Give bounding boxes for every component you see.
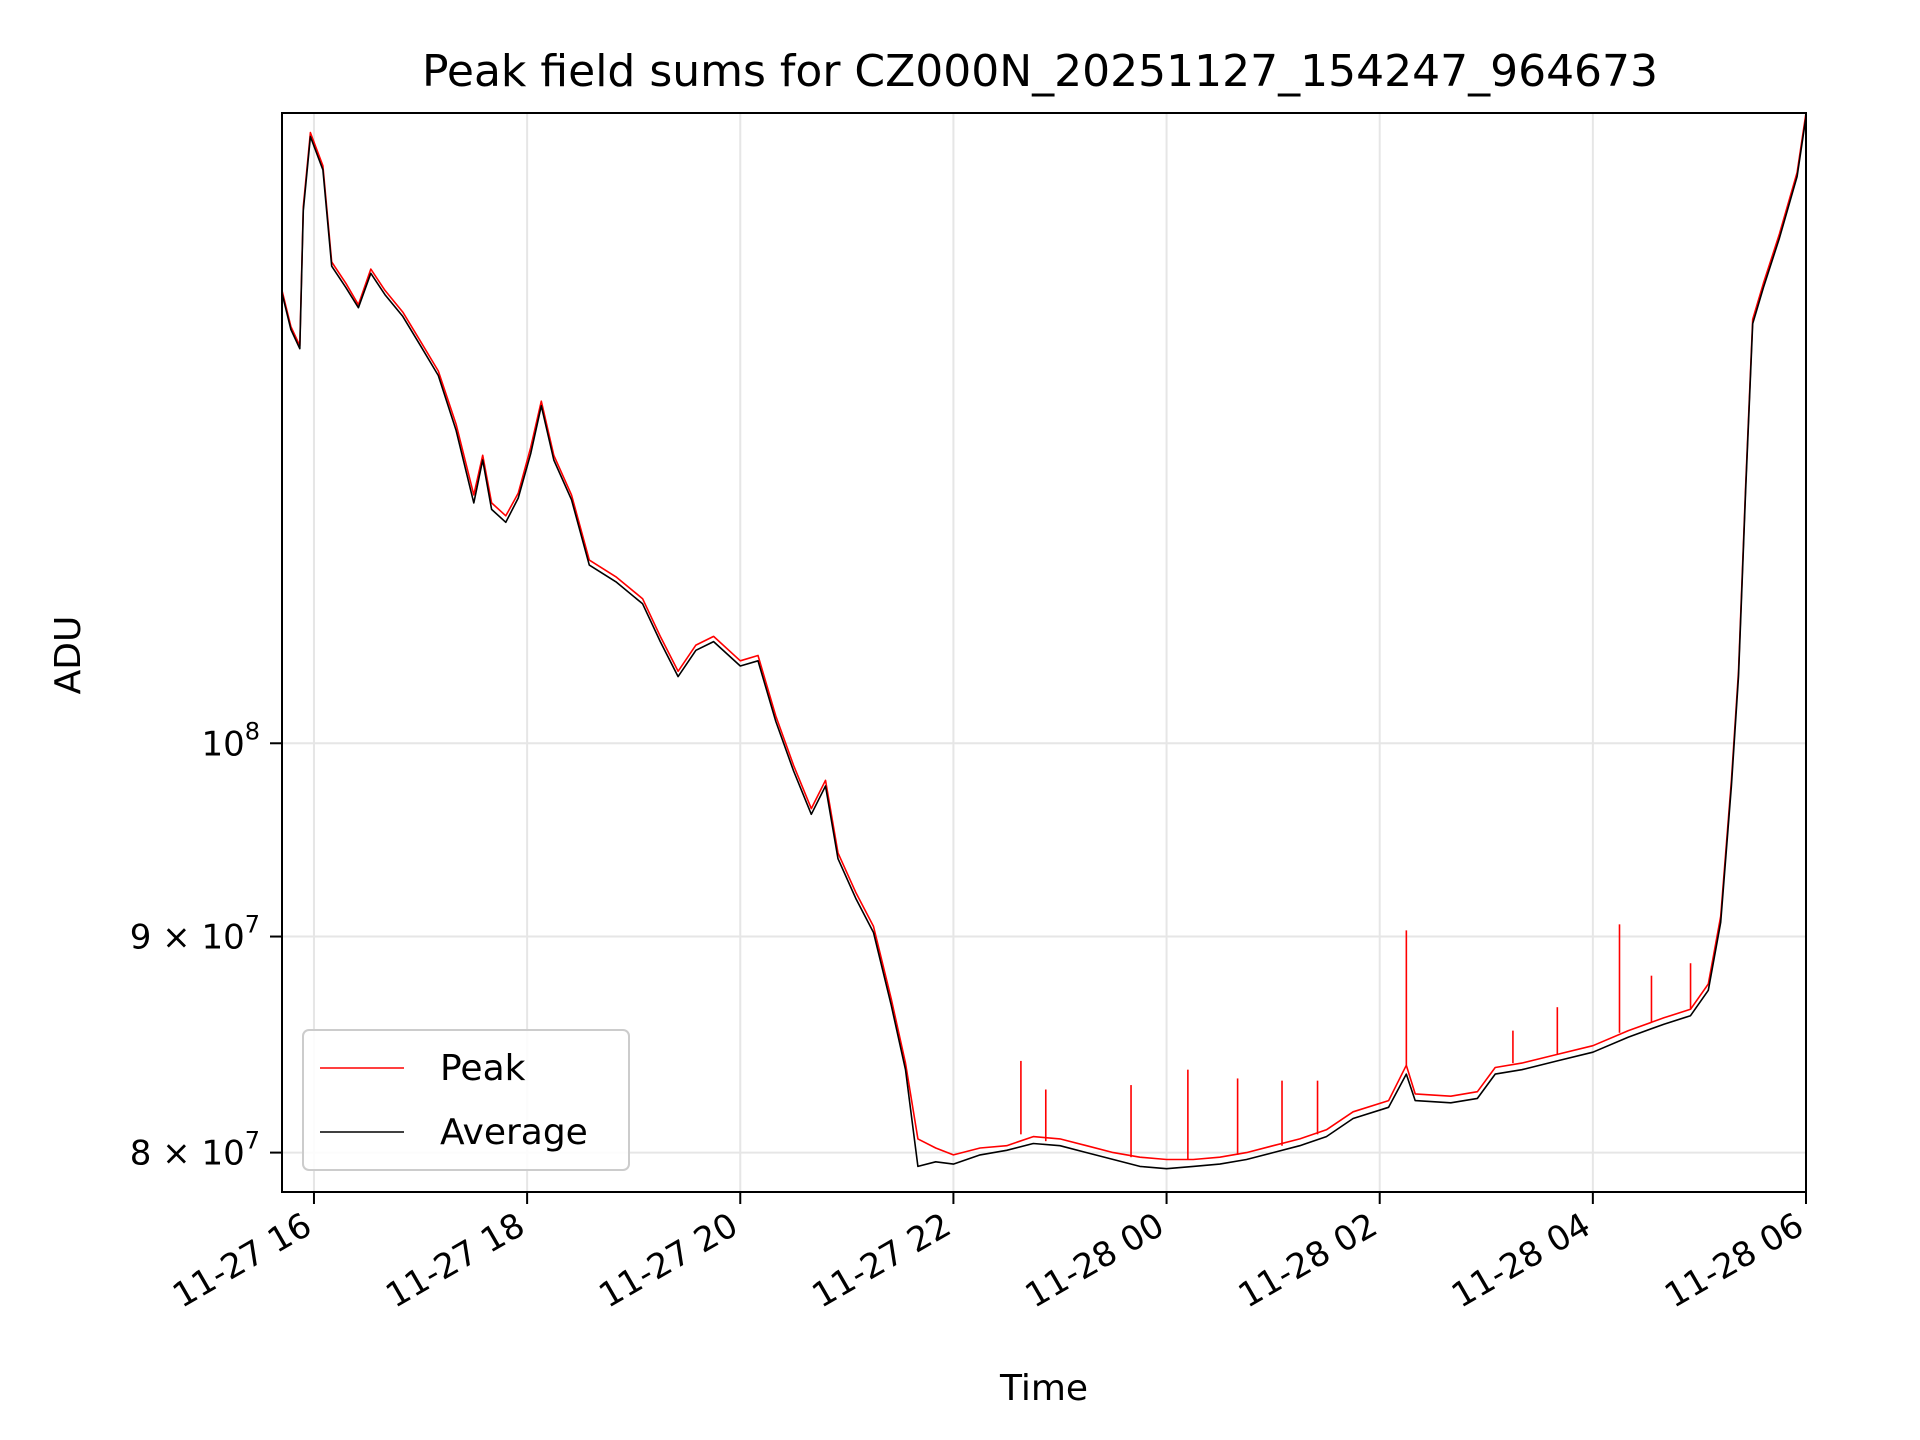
- legend-label-average: Average: [440, 1112, 588, 1153]
- y-tick-label-exponent: 7: [245, 1127, 260, 1155]
- y-axis-label: ADU: [48, 616, 89, 695]
- chart-title: Peak field sums for CZ000N_20251127_1542…: [422, 46, 1658, 97]
- legend-label-peak: Peak: [440, 1048, 526, 1089]
- series-line-average: [281, 116, 1807, 1170]
- y-tick-label: 9 × 107: [130, 911, 260, 958]
- y-tick-label-exponent: 8: [245, 717, 260, 745]
- legend-box: [302, 1029, 630, 1171]
- series-layer: [281, 112, 1807, 1170]
- y-tick-label-base: 10: [201, 724, 244, 764]
- y-tick-label: 8 × 107: [130, 1127, 260, 1174]
- y-tick-label-base: 9 × 10: [130, 918, 245, 958]
- plot-frame: [281, 112, 1807, 1193]
- y-tick-label: 108: [201, 717, 260, 764]
- legend: Peak Average: [302, 1029, 630, 1171]
- y-tick-label-base: 8 × 10: [130, 1134, 245, 1174]
- x-axis-label: Time: [999, 1368, 1088, 1409]
- series-line-peak: [281, 112, 1807, 1161]
- y-tick-label-exponent: 7: [245, 911, 260, 939]
